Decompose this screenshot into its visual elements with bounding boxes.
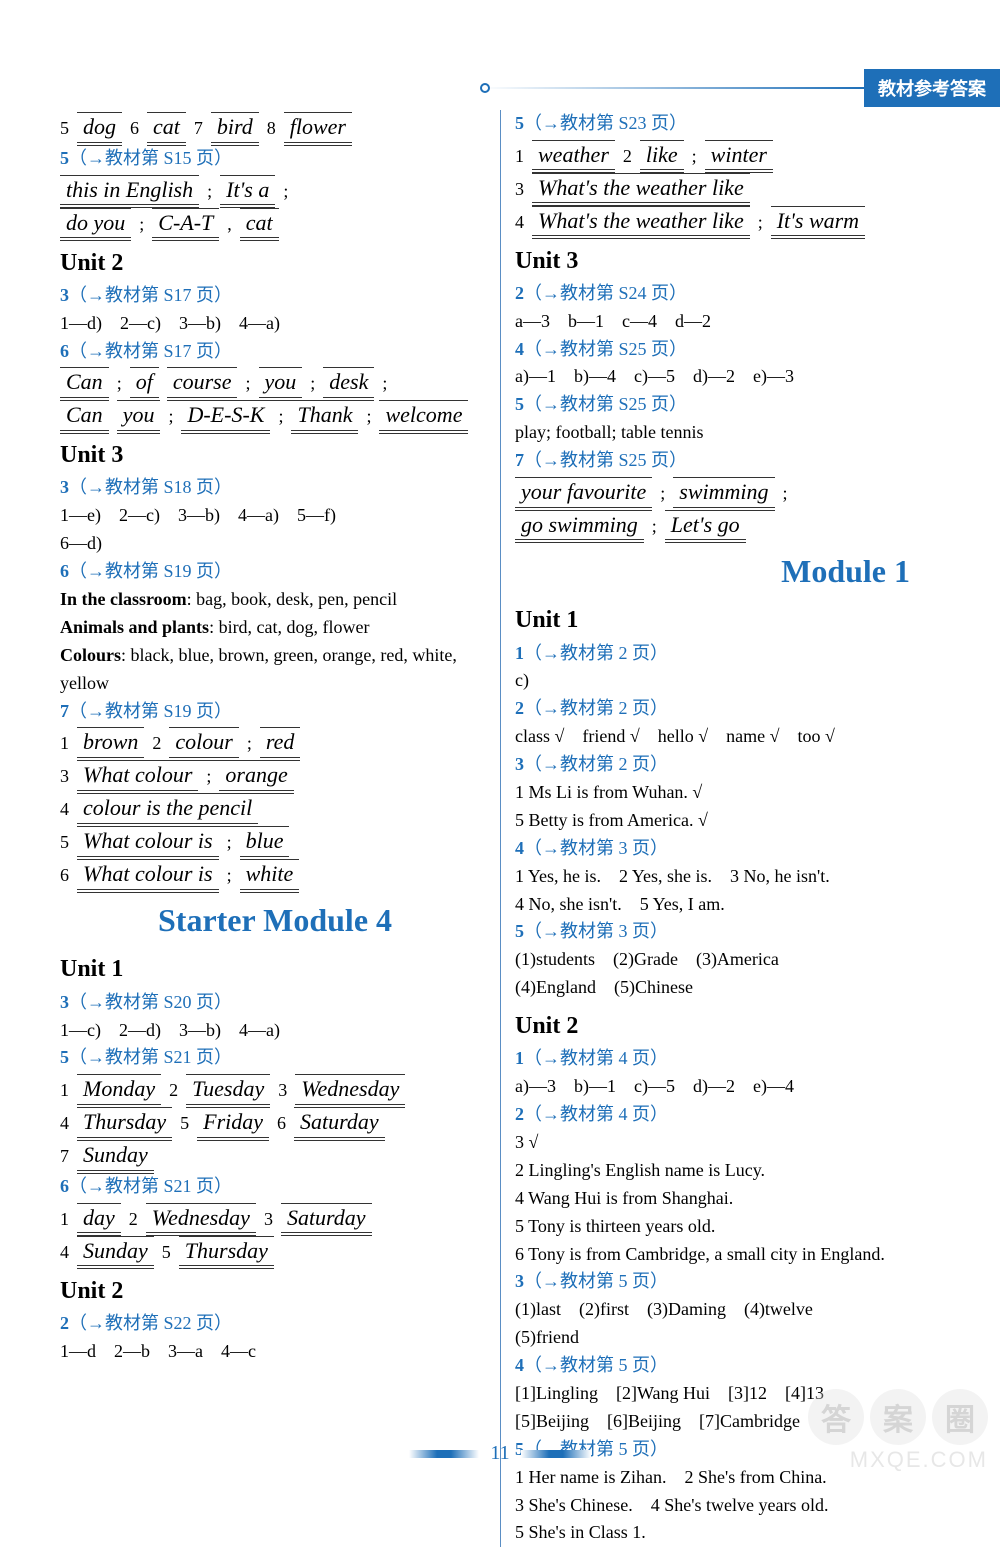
ref-s19-7: 7（→教材第 S19 页） — [60, 698, 490, 726]
m1-unit1: Unit 1 — [515, 602, 940, 639]
s19-6-b: Animals and plants: bird, cat, dog, flow… — [60, 614, 490, 642]
header-circle — [480, 83, 490, 93]
header-label: 教材参考答案 — [864, 69, 1000, 107]
left-column: 5 dog 6 cat 7 bird 8 flower 5（→教材第 S15 页… — [60, 110, 500, 1547]
ref-s23-5: 5（→教材第 S23 页） — [515, 110, 940, 138]
s19-6-c: Colours: black, blue, brown, green, oran… — [60, 642, 490, 698]
row-animals: 5 dog 6 cat 7 bird 8 flower — [60, 112, 490, 143]
s18-3-l2: 6—d) — [60, 530, 490, 558]
header-rule — [480, 87, 864, 89]
s15-line2: do you; C-A-T, cat — [60, 208, 490, 239]
m1-unit2: Unit 2 — [515, 1008, 940, 1045]
watermark: 答 案 圈 MXQE.COM — [808, 1389, 988, 1473]
right-column: 5（→教材第 S23 页） 1weather 2like;winter 3Wha… — [500, 110, 940, 1547]
header-band: 教材参考答案 — [480, 70, 1000, 106]
s18-3-l1: 1—e) 2—c) 3—b) 4—a) 5—f) — [60, 502, 490, 530]
footer-deco-right — [521, 1450, 591, 1458]
module1-heading: Module 1 — [515, 547, 940, 597]
m4-unit1: Unit 1 — [60, 951, 490, 988]
word: flower — [290, 114, 346, 139]
ref-s21-6: 6（→教材第 S21 页） — [60, 1173, 490, 1201]
ref-s21-5: 5（→教材第 S21 页） — [60, 1044, 490, 1072]
r-unit3: Unit 3 — [515, 243, 940, 280]
s15-line1: this in English; It's a; — [60, 175, 490, 206]
num: 5 — [60, 115, 69, 143]
ref-s17-6: 6（→教材第 S17 页） — [60, 338, 490, 366]
starter-module4: Starter Module 4 — [60, 896, 490, 946]
num: 8 — [267, 115, 276, 143]
s19-6-a: In the classroom: bag, book, desk, pen, … — [60, 586, 490, 614]
m4-unit2: Unit 2 — [60, 1273, 490, 1310]
s17-6-l1: Can; of course; you; desk; — [60, 367, 490, 398]
ref-s17-3: 3（→教材第 S17 页） — [60, 282, 490, 310]
footer-deco-left — [409, 1450, 479, 1458]
word: bird — [217, 114, 253, 139]
num: 6 — [130, 115, 139, 143]
unit2-heading: Unit 2 — [60, 245, 490, 282]
ref-s22-2: 2（→教材第 S22 页） — [60, 1310, 490, 1338]
ref-s18-3: 3（→教材第 S18 页） — [60, 474, 490, 502]
page-number: 11 — [490, 1442, 509, 1464]
word: cat — [153, 114, 180, 139]
s17-6-l2: Can you; D-E-S-K; Thank; welcome — [60, 400, 490, 431]
ref-s19-6: 6（→教材第 S19 页） — [60, 558, 490, 586]
ref-s20-3: 3（→教材第 S20 页） — [60, 989, 490, 1017]
s17-3-ans: 1—d) 2—c) 3—b) 4—a) — [60, 310, 490, 338]
word: dog — [83, 114, 116, 139]
ref-s15: 5（→教材第 S15 页） — [60, 145, 490, 173]
content-columns: 5 dog 6 cat 7 bird 8 flower 5（→教材第 S15 页… — [60, 110, 960, 1547]
unit3-heading: Unit 3 — [60, 437, 490, 474]
num: 7 — [194, 115, 203, 143]
